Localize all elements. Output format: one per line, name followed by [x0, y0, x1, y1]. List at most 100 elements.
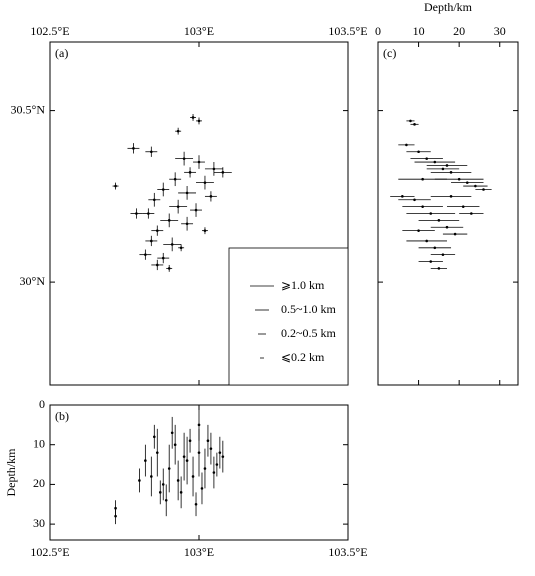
- point: [197, 119, 201, 123]
- point: [185, 191, 189, 195]
- y-tick-label: 30: [33, 516, 45, 530]
- point: [138, 479, 141, 482]
- point: [173, 443, 177, 447]
- x-tick-label: 20: [453, 24, 465, 38]
- panel-label: (b): [55, 409, 69, 423]
- x-tick-label: 102.5°E: [30, 545, 69, 559]
- point: [191, 475, 195, 478]
- point: [457, 177, 461, 181]
- point: [461, 205, 465, 208]
- point: [179, 491, 183, 494]
- point: [417, 150, 420, 154]
- point: [150, 239, 153, 243]
- point: [155, 451, 159, 454]
- point: [470, 212, 473, 215]
- point: [173, 177, 177, 181]
- point: [429, 212, 433, 215]
- x-tick-label: 103.5°E: [328, 24, 367, 38]
- point: [221, 171, 225, 174]
- point: [161, 256, 165, 260]
- point: [197, 160, 201, 164]
- x-axis-label: Depth/km: [424, 0, 473, 14]
- legend-label: 0.2~0.5 km: [281, 326, 336, 340]
- point: [401, 195, 404, 198]
- legend-label: 0.5~1.0 km: [281, 302, 336, 316]
- x-tick-label: 103.5°E: [328, 545, 367, 559]
- point: [200, 487, 204, 490]
- y-tick-label: 0: [39, 397, 45, 411]
- point: [191, 116, 195, 119]
- point: [209, 195, 213, 198]
- point: [170, 431, 174, 435]
- point: [176, 205, 180, 208]
- point: [197, 451, 201, 454]
- point: [445, 164, 449, 167]
- point: [153, 198, 156, 202]
- y-tick-label: 20: [33, 476, 45, 490]
- point: [465, 181, 469, 184]
- point: [437, 219, 441, 222]
- point: [179, 246, 183, 250]
- panel-label: (c): [383, 46, 396, 60]
- point: [188, 439, 192, 443]
- point: [194, 502, 198, 506]
- point: [114, 514, 117, 518]
- point: [203, 229, 207, 232]
- legend-label: ⩾1.0 km: [281, 278, 325, 292]
- point: [218, 451, 222, 454]
- point: [135, 212, 138, 215]
- point: [221, 455, 225, 458]
- point: [203, 181, 207, 184]
- point: [150, 475, 153, 478]
- point: [161, 483, 165, 486]
- point: [164, 498, 168, 502]
- point: [212, 471, 216, 474]
- point: [167, 219, 171, 222]
- point: [206, 439, 210, 443]
- point: [405, 143, 408, 147]
- x-tick-label: 103°E: [184, 545, 214, 559]
- point: [170, 243, 174, 246]
- point: [453, 232, 457, 236]
- point: [449, 195, 453, 198]
- point: [155, 229, 159, 232]
- point: [433, 160, 437, 164]
- y-tick-label: 30.5°N: [11, 102, 46, 116]
- point: [203, 467, 207, 470]
- point: [215, 463, 219, 466]
- legend-label: ⩽0.2 km: [281, 350, 325, 364]
- panel-label: (a): [55, 46, 68, 60]
- point: [158, 491, 162, 494]
- x-tick-label: 103°E: [184, 24, 214, 38]
- point: [144, 459, 147, 462]
- point: [153, 435, 156, 439]
- point: [185, 222, 189, 226]
- point: [155, 263, 159, 267]
- point: [176, 479, 180, 482]
- point: [150, 150, 153, 154]
- point: [482, 188, 485, 191]
- x-tick-label: 0: [375, 24, 381, 38]
- point: [197, 423, 201, 427]
- point: [429, 260, 433, 263]
- point: [161, 188, 165, 191]
- point: [409, 119, 412, 123]
- point: [441, 167, 445, 171]
- y-tick-label: 30°N: [20, 274, 46, 288]
- point: [182, 455, 186, 458]
- point: [182, 157, 186, 160]
- point: [167, 267, 171, 270]
- point: [417, 229, 420, 232]
- point: [167, 467, 171, 470]
- point: [449, 171, 453, 174]
- point: [425, 157, 428, 160]
- x-tick-label: 10: [413, 24, 425, 38]
- point: [176, 129, 180, 133]
- point: [445, 225, 449, 229]
- point: [188, 171, 192, 174]
- x-tick-label: 30: [494, 24, 506, 38]
- point: [425, 239, 428, 243]
- point: [441, 253, 445, 256]
- point: [144, 253, 147, 256]
- point: [413, 123, 416, 126]
